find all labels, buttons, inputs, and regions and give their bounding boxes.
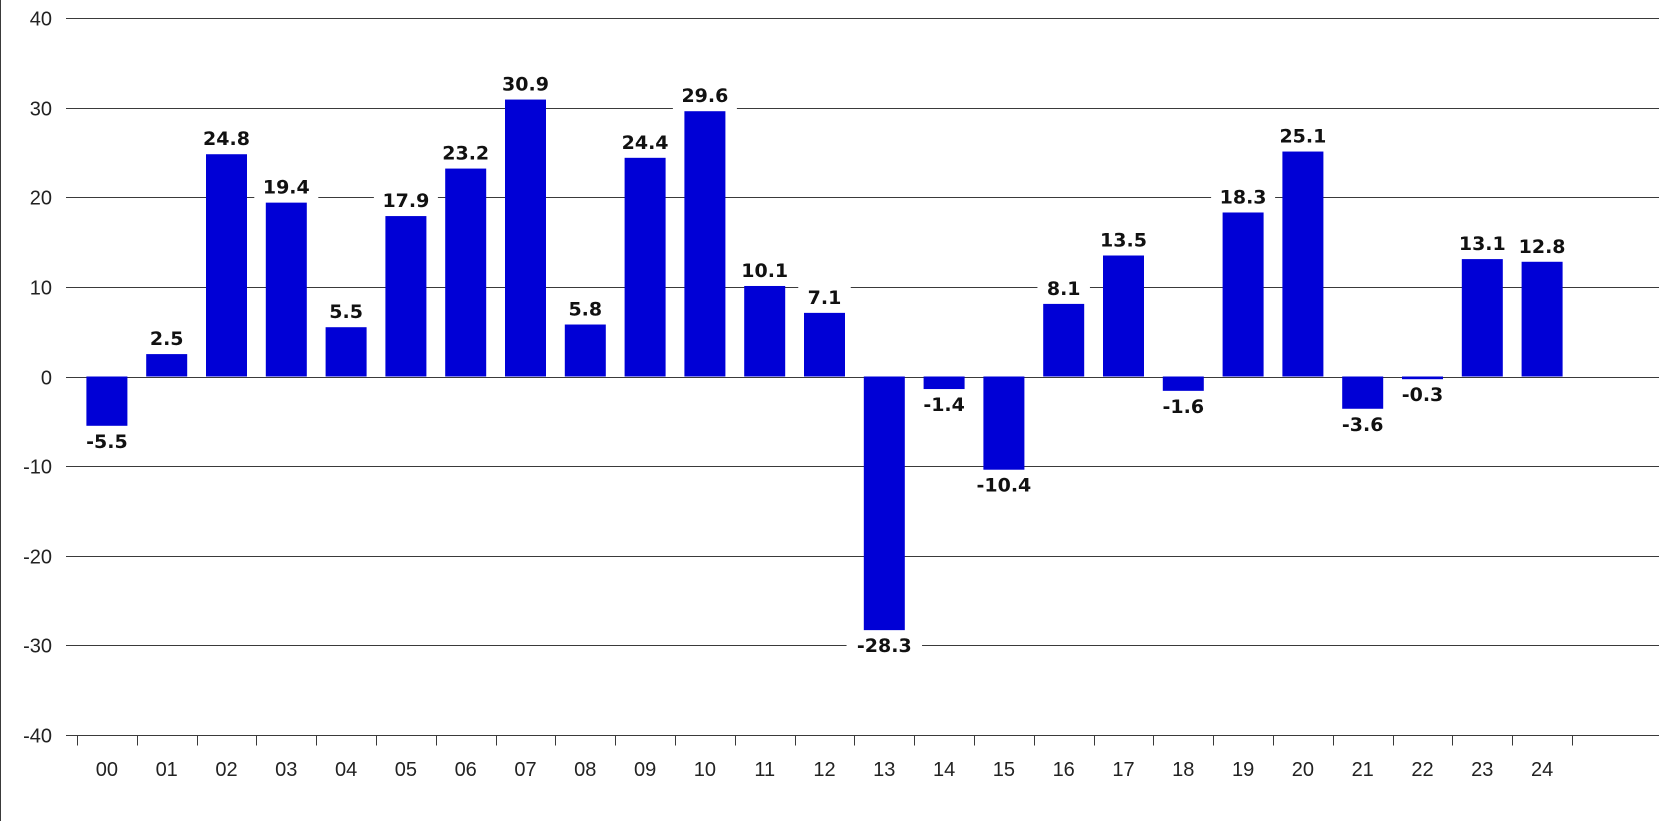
bar bbox=[206, 154, 247, 376]
x-tick-label: 22 bbox=[1411, 759, 1433, 781]
y-tick-label: -20 bbox=[23, 547, 52, 569]
bar bbox=[625, 158, 666, 377]
y-tick-label: 40 bbox=[30, 9, 52, 31]
bar bbox=[505, 100, 546, 377]
data-label: 10.1 bbox=[741, 260, 788, 282]
bar bbox=[86, 377, 127, 426]
data-label: 8.1 bbox=[1047, 278, 1081, 300]
x-tick-label: 01 bbox=[156, 759, 178, 781]
bar bbox=[684, 111, 725, 376]
x-tick-label: 06 bbox=[455, 759, 477, 781]
data-label: -1.4 bbox=[923, 394, 965, 416]
x-tick-label: 12 bbox=[813, 759, 835, 781]
bar bbox=[146, 354, 187, 376]
data-label: 25.1 bbox=[1279, 126, 1326, 148]
bar bbox=[1342, 377, 1383, 409]
data-label: 30.9 bbox=[502, 74, 549, 96]
bar bbox=[326, 327, 367, 376]
bar bbox=[804, 313, 845, 377]
x-tick-label: 10 bbox=[694, 759, 716, 781]
y-tick-label: 0 bbox=[41, 368, 52, 390]
data-label: 24.4 bbox=[622, 132, 669, 154]
data-label: 17.9 bbox=[382, 190, 429, 212]
x-tick-label: 23 bbox=[1471, 759, 1493, 781]
x-tick-label: 07 bbox=[514, 759, 536, 781]
x-tick-label: 04 bbox=[335, 759, 357, 781]
data-label: 7.1 bbox=[808, 287, 842, 309]
data-label: 24.8 bbox=[203, 128, 250, 150]
bar bbox=[1103, 256, 1144, 377]
data-label: -5.5 bbox=[86, 431, 128, 453]
data-label: 13.1 bbox=[1459, 233, 1506, 255]
data-label: -1.6 bbox=[1163, 396, 1205, 418]
y-tick-label: 30 bbox=[30, 99, 52, 121]
bar bbox=[1402, 377, 1443, 380]
x-tick-label: 20 bbox=[1292, 759, 1314, 781]
x-axis: 00 01 02 03 04 05 06 07 08 09 10 11 12 13 14 15 16 17 18 19… bbox=[66, 736, 1659, 782]
x-tick-label: 18 bbox=[1172, 759, 1194, 781]
data-label: -0.3 bbox=[1402, 384, 1444, 406]
x-tick-label: 00 bbox=[96, 759, 118, 781]
bar bbox=[385, 216, 426, 376]
y-axis-ticks: 40 30 20 10 0 -10 -20 -30 -40 bbox=[23, 9, 52, 748]
bar bbox=[565, 325, 606, 377]
bar bbox=[1462, 259, 1503, 376]
x-tick-label: 21 bbox=[1352, 759, 1374, 781]
data-label: 5.8 bbox=[568, 299, 602, 321]
data-label: 12.8 bbox=[1519, 236, 1566, 258]
data-label: 2.5 bbox=[150, 328, 184, 350]
data-label: 29.6 bbox=[681, 85, 728, 107]
x-tick-label: 08 bbox=[574, 759, 596, 781]
data-label: 13.5 bbox=[1100, 230, 1147, 252]
x-tick-label: 03 bbox=[275, 759, 297, 781]
bar bbox=[744, 286, 785, 377]
x-tick-label: 05 bbox=[395, 759, 417, 781]
y-tick-label: -10 bbox=[23, 457, 52, 479]
data-label: 19.4 bbox=[263, 177, 310, 199]
data-label: -3.6 bbox=[1342, 414, 1384, 436]
y-tick-label: -30 bbox=[23, 636, 52, 658]
x-tick-label: 11 bbox=[754, 759, 775, 781]
x-tick-label: 19 bbox=[1232, 759, 1254, 781]
bar bbox=[924, 377, 965, 390]
bar bbox=[1043, 304, 1084, 377]
x-tick-label: 24 bbox=[1531, 759, 1553, 781]
data-label: 5.5 bbox=[329, 301, 363, 323]
x-tick-label: 02 bbox=[215, 759, 237, 781]
bar bbox=[983, 377, 1024, 470]
bar bbox=[266, 203, 307, 377]
x-tick-label: 09 bbox=[634, 759, 656, 781]
bar bbox=[864, 377, 905, 631]
data-label: 18.3 bbox=[1220, 186, 1267, 208]
x-tick-label: 16 bbox=[1053, 759, 1075, 781]
x-tick-label: 17 bbox=[1112, 759, 1134, 781]
data-label: 23.2 bbox=[442, 143, 489, 165]
bar bbox=[1282, 152, 1323, 377]
bar bbox=[1223, 212, 1264, 376]
y-tick-label: 20 bbox=[30, 188, 52, 210]
bar bbox=[445, 169, 486, 377]
data-label: -28.3 bbox=[857, 635, 912, 657]
data-label: -10.4 bbox=[977, 475, 1032, 497]
x-tick-label: 15 bbox=[993, 759, 1015, 781]
y-tick-label: 10 bbox=[30, 278, 52, 300]
bar bbox=[1522, 262, 1563, 377]
x-tick-label: 14 bbox=[933, 759, 955, 781]
y-tick-label: -40 bbox=[23, 726, 52, 748]
bar bbox=[1163, 377, 1204, 391]
x-tick-label: 13 bbox=[873, 759, 895, 781]
